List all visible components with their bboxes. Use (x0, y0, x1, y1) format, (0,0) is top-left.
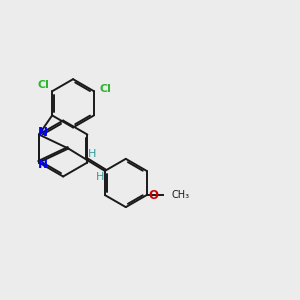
Text: Cl: Cl (38, 80, 50, 90)
Text: Cl: Cl (99, 84, 111, 94)
Text: CH₃: CH₃ (171, 190, 190, 200)
Text: N: N (38, 158, 48, 171)
Text: N: N (38, 126, 48, 139)
Text: O: O (148, 189, 158, 202)
Text: H: H (95, 172, 104, 182)
Text: H: H (88, 149, 96, 159)
